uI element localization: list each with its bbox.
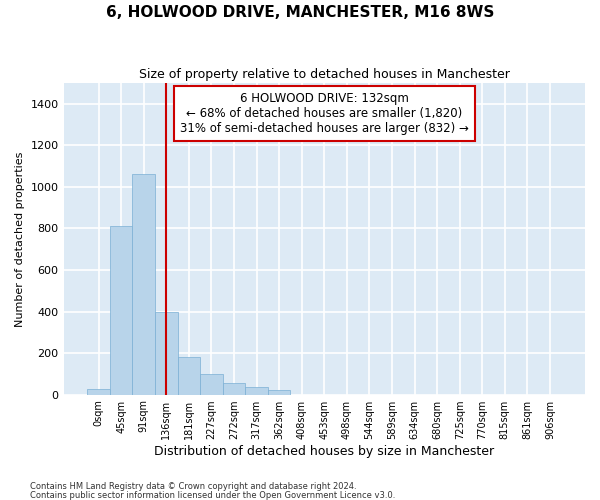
Bar bbox=[178, 357, 200, 395]
Bar bbox=[155, 312, 178, 394]
Bar bbox=[200, 374, 223, 394]
Bar bbox=[87, 390, 110, 394]
Bar bbox=[223, 383, 245, 394]
Title: Size of property relative to detached houses in Manchester: Size of property relative to detached ho… bbox=[139, 68, 510, 80]
Bar bbox=[268, 390, 290, 394]
X-axis label: Distribution of detached houses by size in Manchester: Distribution of detached houses by size … bbox=[154, 444, 494, 458]
Text: Contains HM Land Registry data © Crown copyright and database right 2024.: Contains HM Land Registry data © Crown c… bbox=[30, 482, 356, 491]
Text: 6, HOLWOOD DRIVE, MANCHESTER, M16 8WS: 6, HOLWOOD DRIVE, MANCHESTER, M16 8WS bbox=[106, 5, 494, 20]
Bar bbox=[133, 174, 155, 394]
Bar bbox=[245, 388, 268, 394]
Text: 6 HOLWOOD DRIVE: 132sqm
← 68% of detached houses are smaller (1,820)
31% of semi: 6 HOLWOOD DRIVE: 132sqm ← 68% of detache… bbox=[180, 92, 469, 136]
Text: Contains public sector information licensed under the Open Government Licence v3: Contains public sector information licen… bbox=[30, 490, 395, 500]
Bar bbox=[110, 226, 133, 394]
Y-axis label: Number of detached properties: Number of detached properties bbox=[15, 151, 25, 326]
